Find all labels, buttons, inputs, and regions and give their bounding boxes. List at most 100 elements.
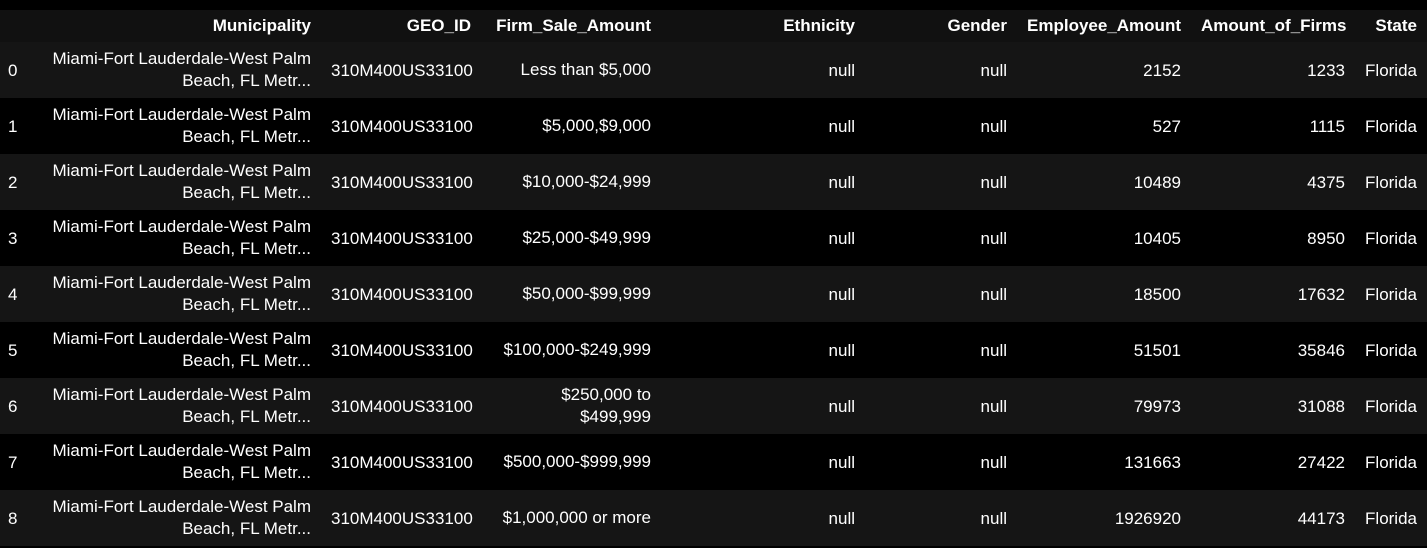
column-header-firm-sale-amount: Firm_Sale_Amount xyxy=(481,10,661,42)
cell-firm-sale-amount: Less than $5,000 xyxy=(481,42,661,98)
cell-gender: null xyxy=(865,434,1017,490)
cell-amount-of-firms: 17632 xyxy=(1191,266,1355,322)
table-row: 3 Miami-Fort Lauderdale-West Palm Beach, … xyxy=(0,210,1427,266)
cell-state: Florida xyxy=(1355,490,1427,546)
cell-gender: null xyxy=(865,154,1017,210)
cell-gender: null xyxy=(865,266,1017,322)
column-header-amount-of-firms: Amount_of_Firms xyxy=(1191,10,1355,42)
cell-firm-sale-amount: $250,000 to $499,999 xyxy=(481,378,661,434)
cell-state: Florida xyxy=(1355,434,1427,490)
cell-geo-id: 310M400US33100 xyxy=(321,98,481,154)
cell-geo-id: 310M400US33100 xyxy=(321,42,481,98)
row-index: 6 xyxy=(0,378,36,434)
table-row: 7 Miami-Fort Lauderdale-West Palm Beach, … xyxy=(0,434,1427,490)
dataframe-table: Municipality GEO_ID Firm_Sale_Amount Eth… xyxy=(0,10,1427,546)
column-header-ethnicity: Ethnicity xyxy=(661,10,865,42)
cell-municipality: Miami-Fort Lauderdale-West Palm Beach, F… xyxy=(36,210,321,266)
cell-municipality: Miami-Fort Lauderdale-West Palm Beach, F… xyxy=(36,42,321,98)
cell-state: Florida xyxy=(1355,42,1427,98)
cell-amount-of-firms: 44173 xyxy=(1191,490,1355,546)
cell-municipality: Miami-Fort Lauderdale-West Palm Beach, F… xyxy=(36,434,321,490)
cell-employee-amount: 2152 xyxy=(1017,42,1191,98)
cell-ethnicity: null xyxy=(661,210,865,266)
column-header-state: State xyxy=(1355,10,1427,42)
cell-municipality: Miami-Fort Lauderdale-West Palm Beach, F… xyxy=(36,490,321,546)
cell-geo-id: 310M400US33100 xyxy=(321,322,481,378)
cell-amount-of-firms: 4375 xyxy=(1191,154,1355,210)
header-row: Municipality GEO_ID Firm_Sale_Amount Eth… xyxy=(0,10,1427,42)
cell-ethnicity: null xyxy=(661,266,865,322)
cell-firm-sale-amount: $50,000-$99,999 xyxy=(481,266,661,322)
column-header-geo-id: GEO_ID xyxy=(321,10,481,42)
cell-ethnicity: null xyxy=(661,434,865,490)
cell-state: Florida xyxy=(1355,154,1427,210)
table-row: 5 Miami-Fort Lauderdale-West Palm Beach, … xyxy=(0,322,1427,378)
table-row: 0 Miami-Fort Lauderdale-West Palm Beach, … xyxy=(0,42,1427,98)
cell-geo-id: 310M400US33100 xyxy=(321,378,481,434)
column-header-municipality: Municipality xyxy=(36,10,321,42)
cell-firm-sale-amount: $500,000-$999,999 xyxy=(481,434,661,490)
cell-ethnicity: null xyxy=(661,490,865,546)
cell-employee-amount: 1926920 xyxy=(1017,490,1191,546)
cell-ethnicity: null xyxy=(661,322,865,378)
table-row: 4 Miami-Fort Lauderdale-West Palm Beach, … xyxy=(0,266,1427,322)
row-index: 7 xyxy=(0,434,36,490)
cell-employee-amount: 10405 xyxy=(1017,210,1191,266)
table-row: 6 Miami-Fort Lauderdale-West Palm Beach, … xyxy=(0,378,1427,434)
cell-firm-sale-amount: $25,000-$49,999 xyxy=(481,210,661,266)
cell-geo-id: 310M400US33100 xyxy=(321,154,481,210)
cell-municipality: Miami-Fort Lauderdale-West Palm Beach, F… xyxy=(36,322,321,378)
cell-amount-of-firms: 1115 xyxy=(1191,98,1355,154)
cell-gender: null xyxy=(865,210,1017,266)
row-index: 8 xyxy=(0,490,36,546)
row-index: 3 xyxy=(0,210,36,266)
cell-firm-sale-amount: $100,000-$249,999 xyxy=(481,322,661,378)
cell-ethnicity: null xyxy=(661,378,865,434)
cell-municipality: Miami-Fort Lauderdale-West Palm Beach, F… xyxy=(36,378,321,434)
cell-gender: null xyxy=(865,490,1017,546)
cell-amount-of-firms: 1233 xyxy=(1191,42,1355,98)
cell-geo-id: 310M400US33100 xyxy=(321,210,481,266)
column-header-index xyxy=(0,10,36,42)
cell-employee-amount: 51501 xyxy=(1017,322,1191,378)
cell-geo-id: 310M400US33100 xyxy=(321,266,481,322)
output-top-strip xyxy=(0,0,1427,10)
cell-amount-of-firms: 35846 xyxy=(1191,322,1355,378)
cell-ethnicity: null xyxy=(661,98,865,154)
cell-employee-amount: 79973 xyxy=(1017,378,1191,434)
table-row: 8 Miami-Fort Lauderdale-West Palm Beach, … xyxy=(0,490,1427,546)
cell-amount-of-firms: 8950 xyxy=(1191,210,1355,266)
cell-state: Florida xyxy=(1355,378,1427,434)
cell-amount-of-firms: 31088 xyxy=(1191,378,1355,434)
cell-firm-sale-amount: $5,000,$9,000 xyxy=(481,98,661,154)
cell-municipality: Miami-Fort Lauderdale-West Palm Beach, F… xyxy=(36,266,321,322)
cell-state: Florida xyxy=(1355,98,1427,154)
cell-ethnicity: null xyxy=(661,42,865,98)
cell-municipality: Miami-Fort Lauderdale-West Palm Beach, F… xyxy=(36,98,321,154)
row-index: 0 xyxy=(0,42,36,98)
cell-amount-of-firms: 27422 xyxy=(1191,434,1355,490)
cell-employee-amount: 131663 xyxy=(1017,434,1191,490)
table-row: 2 Miami-Fort Lauderdale-West Palm Beach, … xyxy=(0,154,1427,210)
table-row: 1 Miami-Fort Lauderdale-West Palm Beach, … xyxy=(0,98,1427,154)
cell-gender: null xyxy=(865,378,1017,434)
cell-state: Florida xyxy=(1355,266,1427,322)
cell-gender: null xyxy=(865,322,1017,378)
cell-geo-id: 310M400US33100 xyxy=(321,434,481,490)
cell-ethnicity: null xyxy=(661,154,865,210)
table-body: 0 Miami-Fort Lauderdale-West Palm Beach, … xyxy=(0,42,1427,546)
cell-employee-amount: 10489 xyxy=(1017,154,1191,210)
cell-employee-amount: 527 xyxy=(1017,98,1191,154)
row-index: 1 xyxy=(0,98,36,154)
row-index: 4 xyxy=(0,266,36,322)
row-index: 2 xyxy=(0,154,36,210)
cell-gender: null xyxy=(865,42,1017,98)
row-index: 5 xyxy=(0,322,36,378)
cell-firm-sale-amount: $1,000,000 or more xyxy=(481,490,661,546)
cell-state: Florida xyxy=(1355,322,1427,378)
cell-firm-sale-amount: $10,000-$24,999 xyxy=(481,154,661,210)
column-header-gender: Gender xyxy=(865,10,1017,42)
cell-geo-id: 310M400US33100 xyxy=(321,490,481,546)
cell-gender: null xyxy=(865,98,1017,154)
